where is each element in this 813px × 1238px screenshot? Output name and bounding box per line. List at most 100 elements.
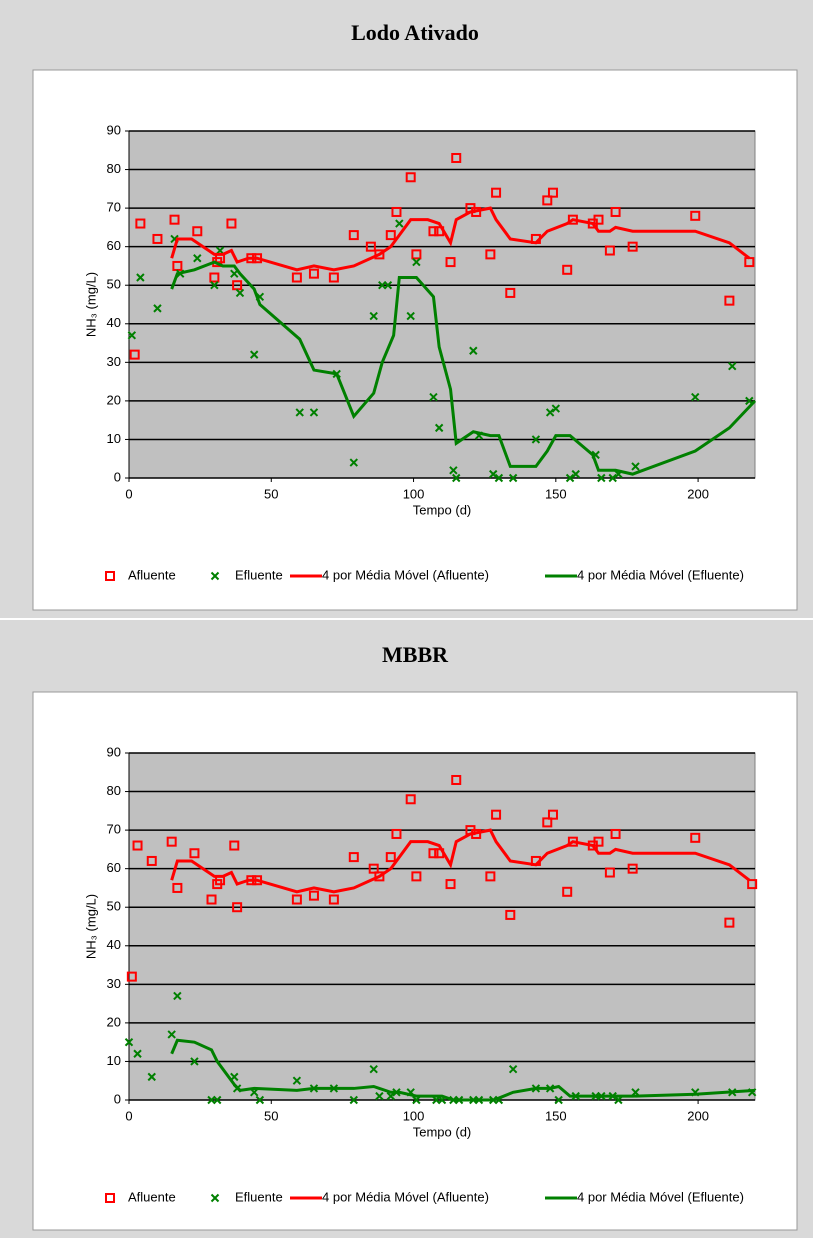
moving-average-line bbox=[170, 260, 757, 476]
marker bbox=[374, 871, 385, 882]
y-axis-label: NH₃ (mg/L) bbox=[83, 272, 98, 337]
marker bbox=[229, 840, 240, 851]
x-tick-label: 100 bbox=[403, 1108, 425, 1123]
marker bbox=[235, 288, 245, 298]
marker bbox=[146, 855, 157, 866]
plot-area bbox=[128, 130, 756, 479]
legend-label: 4 por Média Móvel (Afluente) bbox=[322, 1189, 489, 1204]
y-axis-label: NH₃ (mg/L) bbox=[83, 894, 98, 959]
marker bbox=[551, 404, 561, 413]
marker bbox=[385, 852, 396, 863]
marker bbox=[449, 466, 458, 475]
marker bbox=[545, 408, 555, 417]
marker bbox=[691, 392, 700, 402]
marker bbox=[508, 1064, 518, 1074]
marker bbox=[169, 214, 180, 225]
x-tick-label: 200 bbox=[687, 486, 709, 501]
marker bbox=[232, 902, 243, 913]
marker bbox=[411, 871, 422, 882]
marker bbox=[610, 828, 621, 839]
y-tick-label: 40 bbox=[107, 937, 121, 952]
marker bbox=[349, 458, 358, 467]
marker bbox=[255, 1095, 265, 1105]
marker bbox=[348, 230, 359, 241]
marker bbox=[173, 991, 182, 1001]
legend-marker bbox=[210, 1193, 220, 1203]
marker bbox=[383, 281, 393, 290]
marker bbox=[494, 473, 504, 483]
marker bbox=[610, 206, 621, 217]
y-tick-label: 0 bbox=[114, 1091, 121, 1106]
chart-title: Lodo Ativado bbox=[351, 20, 479, 45]
marker bbox=[375, 1091, 384, 1101]
marker bbox=[542, 817, 553, 828]
x-axis-label: Tempo (d) bbox=[413, 1124, 472, 1139]
marker bbox=[210, 281, 219, 290]
marker bbox=[127, 331, 137, 340]
x-tick-label: 0 bbox=[125, 486, 132, 501]
marker bbox=[291, 894, 302, 905]
marker bbox=[411, 249, 422, 260]
x-tick-label: 100 bbox=[403, 486, 425, 501]
marker bbox=[308, 890, 319, 901]
plot-area bbox=[128, 752, 756, 1101]
y-tick-label: 0 bbox=[114, 469, 121, 484]
y-tick-label: 10 bbox=[107, 431, 121, 446]
marker bbox=[469, 346, 478, 355]
marker bbox=[452, 473, 461, 483]
marker bbox=[428, 226, 439, 237]
moving-average-line bbox=[170, 206, 751, 272]
marker bbox=[451, 774, 462, 785]
marker bbox=[213, 1095, 222, 1105]
marker bbox=[747, 879, 758, 890]
marker bbox=[451, 152, 462, 163]
marker bbox=[135, 218, 146, 229]
marker bbox=[129, 349, 140, 360]
marker bbox=[542, 195, 553, 206]
marker bbox=[445, 879, 456, 890]
marker bbox=[724, 917, 735, 928]
marker bbox=[391, 206, 402, 217]
marker bbox=[508, 473, 518, 483]
marker bbox=[728, 361, 737, 371]
legend-marker bbox=[105, 571, 115, 581]
marker bbox=[395, 219, 404, 228]
marker bbox=[565, 473, 575, 483]
marker bbox=[365, 241, 376, 252]
x-axis-label: Tempo (d) bbox=[413, 502, 472, 517]
marker bbox=[295, 408, 304, 417]
marker bbox=[491, 187, 502, 198]
marker bbox=[193, 254, 202, 263]
legend-marker bbox=[210, 571, 220, 581]
marker bbox=[531, 435, 541, 444]
y-tick-label: 90 bbox=[107, 122, 121, 137]
chart-title: MBBR bbox=[382, 642, 449, 667]
marker bbox=[172, 882, 183, 893]
marker bbox=[209, 272, 220, 283]
marker bbox=[505, 909, 516, 920]
marker bbox=[405, 172, 416, 183]
x-tick-label: 50 bbox=[264, 486, 278, 501]
marker bbox=[152, 233, 163, 244]
marker bbox=[554, 1095, 563, 1105]
y-tick-label: 50 bbox=[107, 899, 121, 914]
marker bbox=[608, 473, 617, 483]
marker bbox=[124, 1037, 134, 1047]
legend-label: Efluente bbox=[235, 1189, 283, 1204]
marker bbox=[593, 214, 604, 225]
marker bbox=[614, 1095, 623, 1105]
y-tick-label: 20 bbox=[107, 1014, 121, 1029]
marker bbox=[368, 863, 379, 874]
x-tick-label: 200 bbox=[687, 1108, 709, 1123]
marker bbox=[215, 246, 225, 255]
y-tick-label: 70 bbox=[107, 200, 121, 215]
marker bbox=[412, 1095, 421, 1105]
marker bbox=[126, 971, 137, 982]
x-tick-label: 50 bbox=[264, 1108, 278, 1123]
y-tick-label: 30 bbox=[107, 976, 121, 991]
moving-average-line bbox=[170, 828, 751, 894]
marker bbox=[391, 828, 402, 839]
marker bbox=[604, 245, 615, 256]
marker bbox=[597, 473, 606, 483]
